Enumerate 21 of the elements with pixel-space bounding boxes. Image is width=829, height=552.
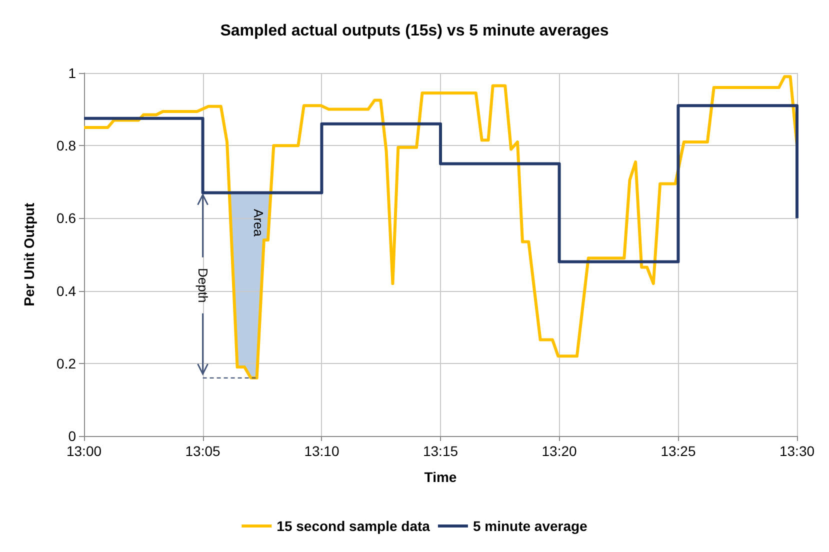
- x-tick-label: 13:05: [185, 443, 221, 459]
- x-tick-label: 13:30: [779, 443, 815, 459]
- annotation: Depth: [195, 268, 210, 303]
- x-tick-label: 13:10: [304, 443, 340, 459]
- y-tick-label: 0.8: [56, 138, 76, 154]
- x-tick-label: 13:20: [542, 443, 578, 459]
- annotation: Area: [251, 209, 266, 238]
- y-tick-label: 1: [68, 65, 76, 81]
- legend-label: 15 second sample data: [276, 518, 430, 534]
- chart-title: Sampled actual outputs (15s) vs 5 minute averages: [220, 22, 609, 40]
- y-tick-label: 0.4: [56, 282, 76, 299]
- legend-label: 5 minute average: [472, 518, 588, 534]
- y-tick-label: 0.2: [56, 355, 76, 372]
- x-tick-label: 13:25: [660, 443, 696, 459]
- x-axis-title: Time: [424, 469, 457, 485]
- y-axis-title: Per Unit Output: [21, 202, 37, 306]
- line-series: [82, 104, 798, 264]
- y-tick-label: 0.6: [56, 210, 76, 226]
- x-tick-label: 13:00: [66, 443, 102, 459]
- x-tick-label: 13:15: [422, 443, 458, 459]
- y-tick-label: 0: [68, 428, 76, 444]
